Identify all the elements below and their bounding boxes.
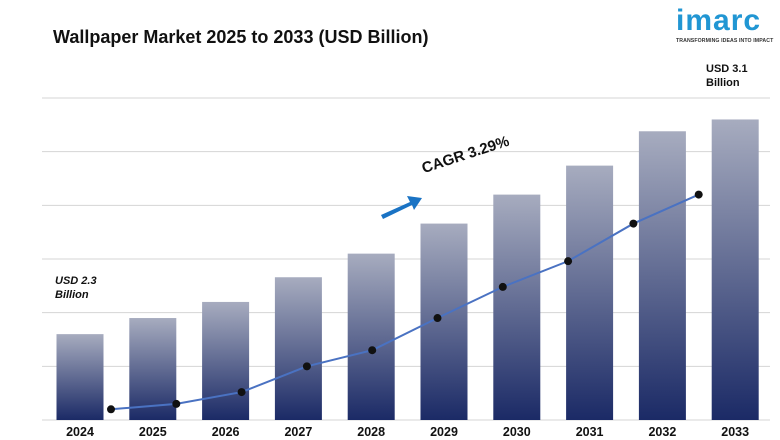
trend-marker-2032 (629, 219, 638, 228)
cagr-arrow (381, 196, 422, 219)
x-tick-label: 2030 (503, 425, 531, 439)
end-value-line2: Billion (706, 77, 740, 89)
bar-2029 (420, 223, 468, 420)
logo-tagline: TRANSFORMING IDEAS INTO IMPACT (676, 38, 774, 44)
trend-marker-2031 (564, 257, 573, 266)
x-tick-label: 2024 (66, 425, 94, 439)
imarc-logo: imarc TRANSFORMING IDEAS INTO IMPACT (676, 4, 776, 45)
x-tick-label: 2033 (721, 425, 749, 439)
bar-2026 (202, 301, 250, 420)
trend-marker-2029 (433, 314, 442, 323)
trend-line-group (107, 190, 703, 414)
cagr-arrow-shape (381, 196, 422, 219)
bar-2030 (493, 194, 541, 420)
bar-2025 (129, 318, 177, 420)
trend-marker-2027 (302, 362, 311, 371)
x-tick-label: 2026 (212, 425, 240, 439)
bar-2031 (566, 165, 614, 420)
bar-2028 (347, 253, 395, 420)
end-value-annotation: USD 3.1 Billion (706, 62, 748, 90)
trend-marker-2030 (498, 282, 507, 291)
trend-marker-2025 (172, 399, 181, 408)
x-tick-label: 2032 (648, 425, 676, 439)
bar-2033 (711, 119, 759, 420)
x-tick-label: 2031 (576, 425, 604, 439)
trend-line (110, 193, 700, 411)
bars (56, 119, 759, 421)
trend-marker-2026 (237, 388, 246, 397)
chart-title: Wallpaper Market 2025 to 2033 (USD Billi… (53, 27, 429, 47)
bar-2027 (274, 277, 322, 420)
x-tick-label: 2029 (430, 425, 458, 439)
start-value-annotation: USD 2.3 Billion (55, 274, 97, 302)
end-value-line1: USD 3.1 (706, 63, 748, 75)
x-axis-tick-labels: 2024 2025 2026 2027 2028 2029 2030 2031 2032 2033 (66, 425, 749, 439)
logo-wordmark: imarc (676, 4, 762, 37)
bar-2024 (56, 334, 104, 420)
trend-marker-2028 (368, 346, 377, 355)
trend-marker-2024 (107, 405, 115, 414)
start-value-line2: Billion (55, 289, 89, 301)
bar-2032 (638, 131, 686, 421)
x-tick-label: 2028 (357, 425, 385, 439)
x-tick-label: 2025 (139, 425, 167, 439)
start-value-line1: USD 2.3 (55, 275, 97, 287)
trend-marker-2033 (694, 190, 703, 199)
x-tick-label: 2027 (284, 425, 312, 439)
